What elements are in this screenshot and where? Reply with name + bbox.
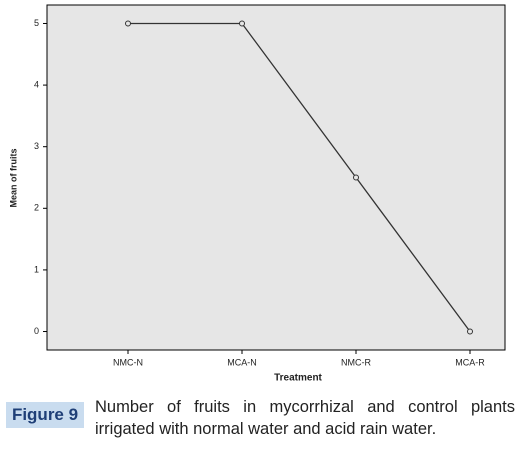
y-tick-label: 5 — [34, 18, 39, 28]
y-tick-label: 2 — [34, 203, 39, 213]
x-axis-label: Treatment — [274, 373, 322, 384]
line — [128, 22, 471, 332]
figure-label: Figure 9 — [6, 402, 84, 428]
marker — [353, 174, 359, 181]
marker — [467, 328, 473, 335]
y-tick-label: 3 — [34, 141, 39, 151]
y-tick-label: 0 — [34, 326, 39, 336]
caption: Figure 9 Number of fruits in mycorrhizal… — [0, 396, 519, 446]
x-tick-label: NMC-R — [341, 357, 371, 367]
x-tick-label: NMC-N — [113, 357, 143, 367]
x-tick-label: MCA-R — [455, 357, 485, 367]
y-tick-label: 1 — [34, 264, 39, 274]
plot-area — [46, 4, 506, 351]
y-tick-label: 4 — [34, 79, 39, 89]
marker — [125, 20, 131, 27]
marker — [239, 20, 245, 27]
chart: Mean of fruits Treatment 0 1 2 3 4 5 NMC-N MCA-… — [8, 4, 506, 384]
y-axis-label: Mean of fruits — [8, 148, 18, 207]
x-tick-label: MCA-N — [227, 357, 257, 367]
caption-text: Number of fruits in mycorrhizal and cont… — [95, 398, 515, 438]
